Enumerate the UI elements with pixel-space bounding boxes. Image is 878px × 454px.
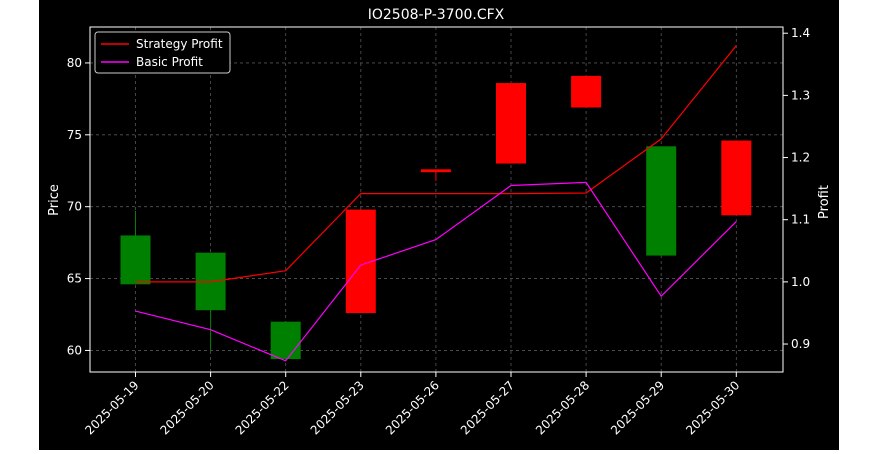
legend-box bbox=[94, 31, 231, 74]
legend-label-basic: Basic Profit bbox=[136, 55, 203, 69]
candle-body bbox=[721, 140, 752, 216]
y-tick-label-right: 1.1 bbox=[791, 213, 810, 227]
candle-body bbox=[120, 235, 151, 285]
plot-frame bbox=[89, 26, 784, 373]
basic-profit-line bbox=[135, 181, 737, 362]
y-axis-label-right: Profit bbox=[817, 185, 832, 219]
candle-body bbox=[571, 75, 602, 108]
y-tick-label-right: 1.3 bbox=[791, 88, 810, 102]
y-tick-label-left: 65 bbox=[67, 272, 82, 286]
y-tick-label-right: 1.2 bbox=[791, 151, 810, 165]
legend: Strategy Profit Basic Profit bbox=[94, 31, 231, 74]
chart-title: IO2508-P-3700.CFX bbox=[368, 7, 505, 23]
y-tick-label-left: 75 bbox=[67, 128, 82, 142]
y-tick-label-left: 60 bbox=[67, 343, 82, 357]
y-tick-label-left: 80 bbox=[67, 56, 82, 70]
figure-background bbox=[39, 0, 839, 450]
candle-body bbox=[496, 83, 526, 164]
candle-body bbox=[646, 146, 677, 256]
y-tick-label-right: 1.4 bbox=[791, 26, 810, 40]
profit-lines bbox=[135, 45, 737, 362]
legend-label-strategy: Strategy Profit bbox=[136, 37, 223, 51]
candle-body bbox=[420, 169, 451, 173]
y-tick-label-left: 70 bbox=[67, 200, 82, 214]
y-tick-label-right: 1.0 bbox=[791, 275, 810, 289]
strategy-profit-line bbox=[135, 45, 737, 283]
y-axis-label-left: Price bbox=[47, 184, 62, 216]
candle-body bbox=[270, 321, 301, 360]
y-tick-label-right: 0.9 bbox=[791, 337, 810, 351]
